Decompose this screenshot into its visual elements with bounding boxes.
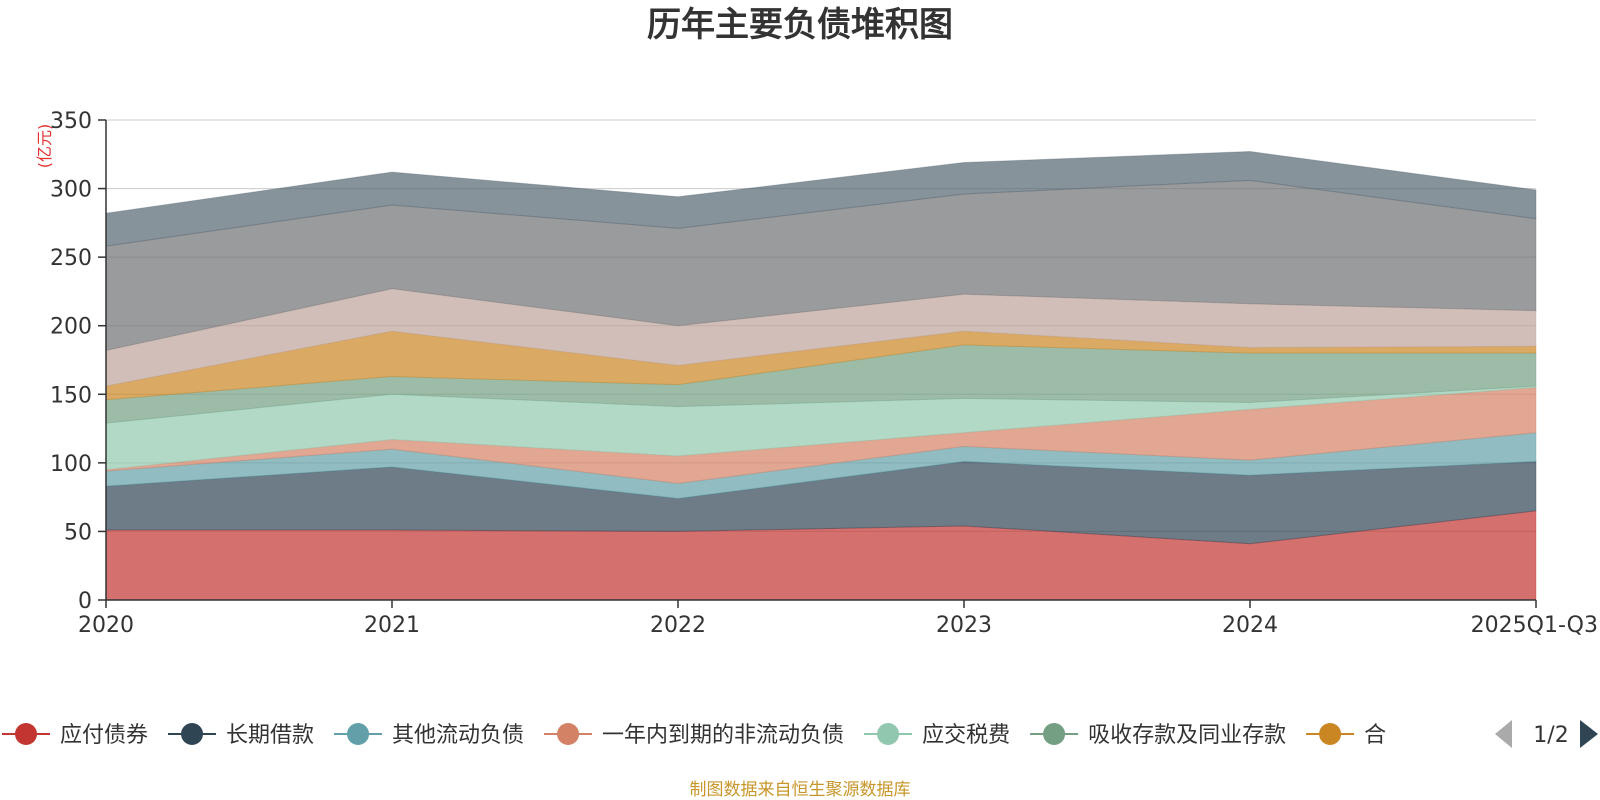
legend-label: 合 — [1364, 723, 1386, 748]
area-series-4 — [105, 385, 1537, 471]
x-tick-label: 2021 — [364, 613, 420, 638]
y-tick-label: 300 — [50, 178, 92, 203]
y-tick-label: 0 — [78, 589, 92, 614]
legend-marker-icon — [347, 723, 370, 745]
legend-item[interactable]: 应交税费 — [864, 723, 1010, 748]
legend-label: 应交税费 — [922, 723, 1010, 748]
legend-label: 长期借款 — [226, 723, 314, 748]
legend-marker-icon — [1319, 723, 1342, 745]
legend-next-page-icon[interactable] — [1580, 720, 1598, 748]
area-series-5 — [105, 344, 1537, 424]
y-tick-label: 250 — [50, 246, 92, 271]
area-series-2 — [105, 432, 1537, 500]
axes: 0 50 100 150 200 250 300 350 2020 2021 2022 2023 202… — [50, 109, 1598, 638]
x-tick-label: 2023 — [936, 613, 992, 638]
y-tick-label: 200 — [50, 315, 92, 340]
legend-label: 吸收存款及同业存款 — [1088, 723, 1286, 748]
area-series-9 — [105, 151, 1537, 247]
legend-marker-icon — [15, 723, 37, 745]
legend-prev-page-icon[interactable] — [1495, 720, 1512, 748]
legend-label: 应付债券 — [60, 723, 148, 748]
legend-marker-icon — [557, 723, 580, 745]
legend-page-indicator: 1/2 — [1533, 723, 1568, 748]
legend-item[interactable]: 合 — [1306, 723, 1386, 748]
y-axis-unit: (亿元) — [35, 124, 54, 169]
x-tick-label: 2020 — [78, 613, 134, 638]
x-tick-label: 2022 — [650, 613, 706, 638]
y-tick-label: 350 — [50, 109, 92, 134]
legend-pagination: 1/2 — [1495, 720, 1598, 748]
legend-item[interactable]: 一年内到期的非流动负债 — [544, 723, 844, 748]
x-tick-label: 2025Q1-Q3 — [1471, 613, 1598, 638]
area-series-8 — [105, 179, 1537, 352]
y-tick-label: 100 — [50, 452, 92, 477]
chart-title: 历年主要负债堆积图 — [647, 5, 953, 45]
legend-marker-icon — [1043, 723, 1066, 745]
legend-item[interactable]: 其他流动负债 — [334, 723, 524, 748]
x-tick-label: 2024 — [1222, 613, 1278, 638]
legend-label: 一年内到期的非流动负债 — [602, 723, 844, 748]
legend-item[interactable]: 应付债券 — [2, 723, 148, 748]
source-note: 制图数据来自恒生聚源数据库 — [690, 780, 911, 800]
area-series — [105, 151, 1537, 601]
legend-label: 其他流动负债 — [392, 723, 524, 748]
legend: 应付债券 长期借款 其他流动负债 一年内到期的非流动负债 应交税费 吸收存款及同业存款 合 1… — [2, 720, 1598, 748]
legend-item[interactable]: 吸收存款及同业存款 — [1030, 723, 1286, 748]
area-series-6 — [105, 330, 1537, 401]
legend-marker-icon — [181, 723, 204, 745]
legend-item[interactable]: 长期借款 — [168, 723, 314, 748]
legend-marker-icon — [877, 723, 900, 745]
y-tick-label: 50 — [64, 520, 92, 545]
y-tick-label: 150 — [50, 383, 92, 408]
